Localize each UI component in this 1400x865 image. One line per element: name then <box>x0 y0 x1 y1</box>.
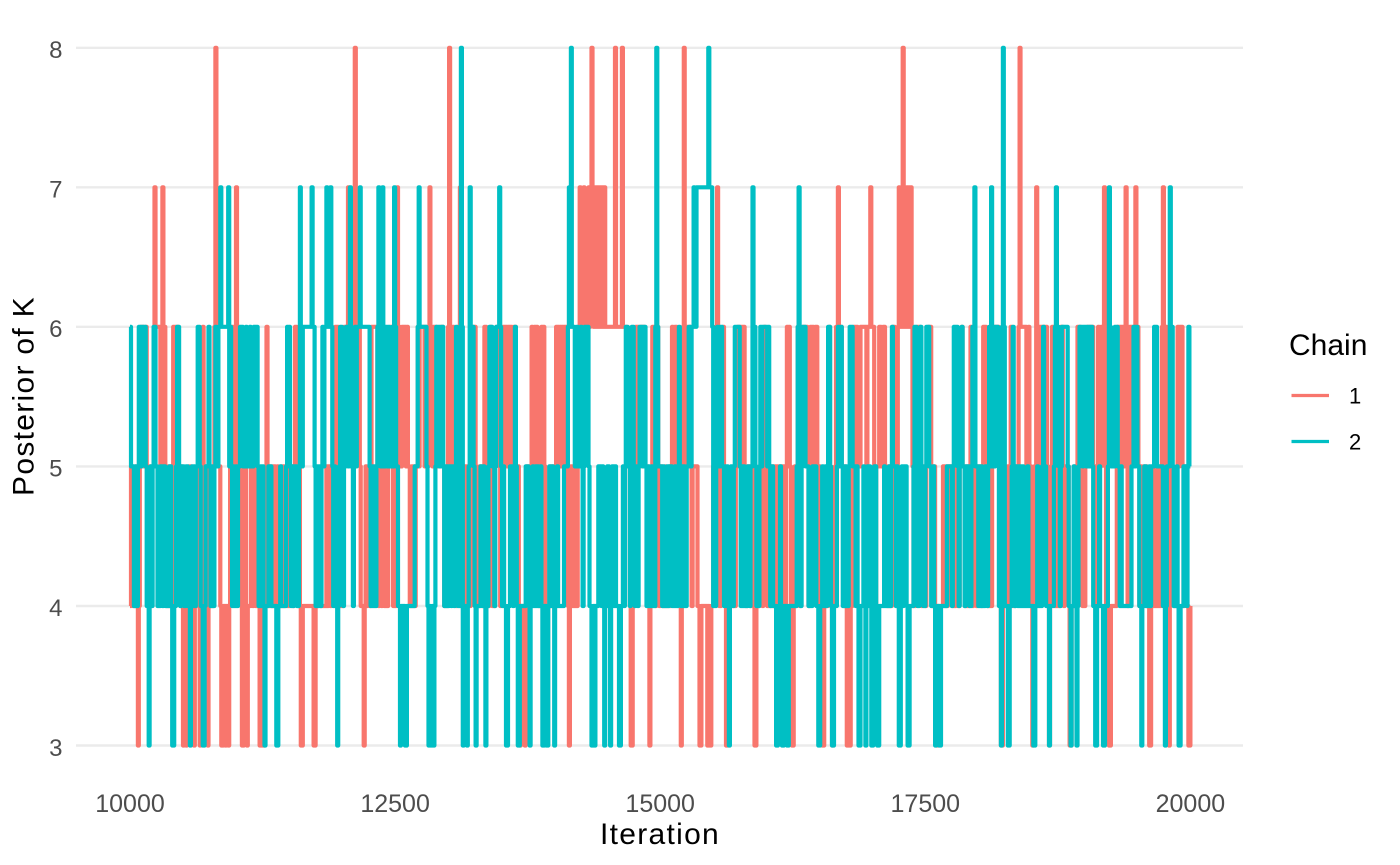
svg-text:10000: 10000 <box>95 790 165 818</box>
svg-text:20000: 20000 <box>1156 790 1226 818</box>
svg-text:4: 4 <box>49 595 62 622</box>
svg-text:2: 2 <box>1349 430 1361 455</box>
svg-text:15000: 15000 <box>625 790 695 818</box>
svg-text:Posterior of K: Posterior of K <box>8 296 41 496</box>
svg-text:17500: 17500 <box>891 790 961 818</box>
svg-text:7: 7 <box>49 177 62 204</box>
svg-text:3: 3 <box>49 735 62 762</box>
svg-text:5: 5 <box>49 456 62 483</box>
svg-text:8: 8 <box>49 37 62 64</box>
svg-text:1: 1 <box>1349 384 1361 409</box>
svg-text:Chain: Chain <box>1289 329 1367 362</box>
svg-text:12500: 12500 <box>360 790 430 818</box>
svg-text:Iteration: Iteration <box>600 818 720 851</box>
svg-text:6: 6 <box>49 316 62 343</box>
